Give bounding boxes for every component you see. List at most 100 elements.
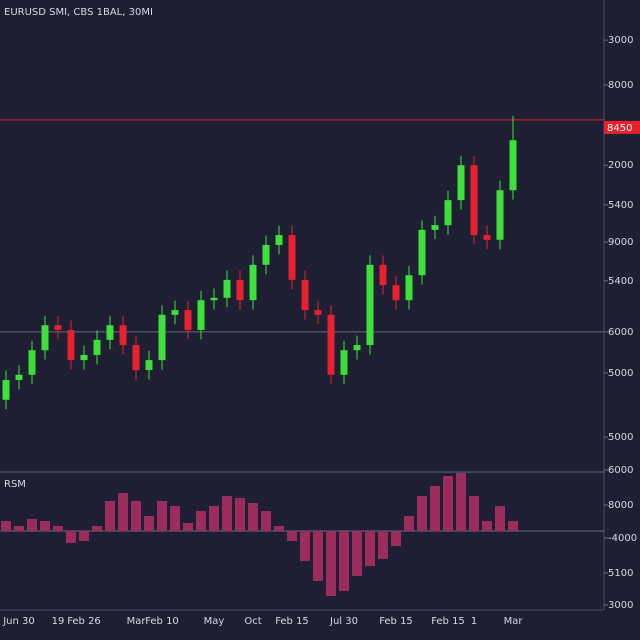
- y-tick-label: 6000: [608, 327, 633, 338]
- y2-tick-label: 8000: [608, 500, 633, 511]
- x-tick-label: May: [204, 616, 225, 627]
- indicator-bar: [352, 531, 362, 576]
- chart-title: EURUSD SMI, CBS 1BAL, 30MI: [4, 7, 153, 18]
- x-tick-label: Feb 15: [431, 616, 465, 627]
- indicator-bar: [53, 526, 63, 531]
- indicator-bar: [209, 506, 219, 531]
- y-tick-label: 5400: [608, 276, 633, 287]
- x-tick-label: Oct: [244, 616, 261, 627]
- indicator-bar: [14, 526, 24, 531]
- indicator-bar: [66, 531, 76, 543]
- x-tick-label: Feb 15: [379, 616, 413, 627]
- indicator-bar: [235, 498, 245, 531]
- candle-body: [15, 374, 23, 380]
- candle-body: [262, 244, 270, 265]
- candle-body: [210, 297, 218, 301]
- indicator-bar: [378, 531, 388, 559]
- x-tick-label: Mar: [504, 616, 524, 627]
- indicator-bar: [508, 521, 518, 531]
- indicator-bar: [339, 531, 349, 591]
- candle-body: [470, 165, 478, 236]
- indicator-bar: [404, 516, 414, 531]
- y2-tick-label: 5100: [608, 568, 633, 579]
- indicator-bar: [157, 501, 167, 531]
- indicator-bar: [326, 531, 336, 596]
- price-label-bg: [604, 120, 640, 134]
- indicator-bar: [469, 496, 479, 531]
- candle-body: [301, 279, 309, 311]
- y2-tick-label: 3000: [608, 600, 633, 611]
- candle-body: [379, 264, 387, 286]
- y-tick-label: 5000: [608, 432, 633, 443]
- indicator-bar: [495, 506, 505, 531]
- indicator-title: RSM: [4, 479, 26, 490]
- candle-body: [275, 235, 283, 245]
- y-tick-label: 5400: [608, 200, 633, 211]
- candle-body: [496, 190, 504, 240]
- candle-body: [28, 350, 36, 375]
- indicator-bar: [391, 531, 401, 546]
- indicator-bar: [430, 486, 440, 531]
- x-tick-label: Feb 10: [145, 616, 179, 627]
- indicator-bar: [222, 496, 232, 531]
- x-tick-label: 1: [471, 616, 477, 627]
- candle-body: [431, 225, 439, 230]
- candle-body: [67, 329, 75, 361]
- candle-body: [405, 275, 413, 301]
- candle-body: [288, 235, 296, 280]
- y2-tick-label: 6000: [608, 465, 633, 476]
- candle-body: [366, 264, 374, 346]
- indicator-bar: [40, 521, 50, 531]
- candle-body: [249, 264, 257, 301]
- indicator-bar: [313, 531, 323, 581]
- indicator-bar: [183, 523, 193, 531]
- indicator-bar: [92, 526, 102, 531]
- x-tick-label: 19: [52, 616, 65, 627]
- indicator-bar: [261, 511, 271, 531]
- candle-body: [483, 235, 491, 240]
- indicator-bar: [482, 521, 492, 531]
- indicator-bar: [118, 493, 128, 531]
- y-tick-label: 5000: [608, 368, 633, 379]
- candle-body: [132, 345, 140, 371]
- price-label: 8450: [607, 123, 632, 134]
- indicator-bar: [105, 501, 115, 531]
- candle-body: [171, 310, 179, 315]
- y-tick-label: 9000: [608, 237, 633, 248]
- indicator-bar: [131, 501, 141, 531]
- candle-body: [457, 165, 465, 201]
- candle-body: [197, 300, 205, 330]
- indicator-bar: [274, 526, 284, 531]
- indicator-bar: [456, 473, 466, 531]
- indicator-bar: [443, 476, 453, 531]
- candle-body: [184, 310, 192, 330]
- x-tick-label: Feb 26: [67, 616, 101, 627]
- indicator-bar: [196, 511, 206, 531]
- candle-body: [353, 345, 361, 351]
- indicator-bar: [144, 516, 154, 531]
- candle-body: [54, 325, 62, 330]
- candle-body: [93, 339, 101, 355]
- y-tick-label: 3000: [608, 35, 633, 46]
- y-tick-label: 8000: [608, 80, 633, 91]
- candle-body: [418, 229, 426, 276]
- candle-body: [392, 285, 400, 301]
- candle-body: [158, 314, 166, 361]
- candle-body: [314, 310, 322, 315]
- x-tick-label: Feb 15: [275, 616, 309, 627]
- candle-body: [80, 354, 88, 361]
- candle-body: [340, 350, 348, 375]
- x-tick-label: Mar: [127, 616, 147, 627]
- candle-body: [106, 325, 114, 340]
- indicator-bar: [300, 531, 310, 561]
- candle-body: [145, 360, 153, 371]
- candle-body: [2, 379, 10, 400]
- indicator-bar: [79, 531, 89, 541]
- candle-body: [444, 200, 452, 226]
- y2-tick-label: -4000: [608, 533, 637, 544]
- candle-body: [327, 314, 335, 375]
- indicator-bar: [417, 496, 427, 531]
- candle-body: [509, 140, 517, 191]
- candle-body: [236, 279, 244, 301]
